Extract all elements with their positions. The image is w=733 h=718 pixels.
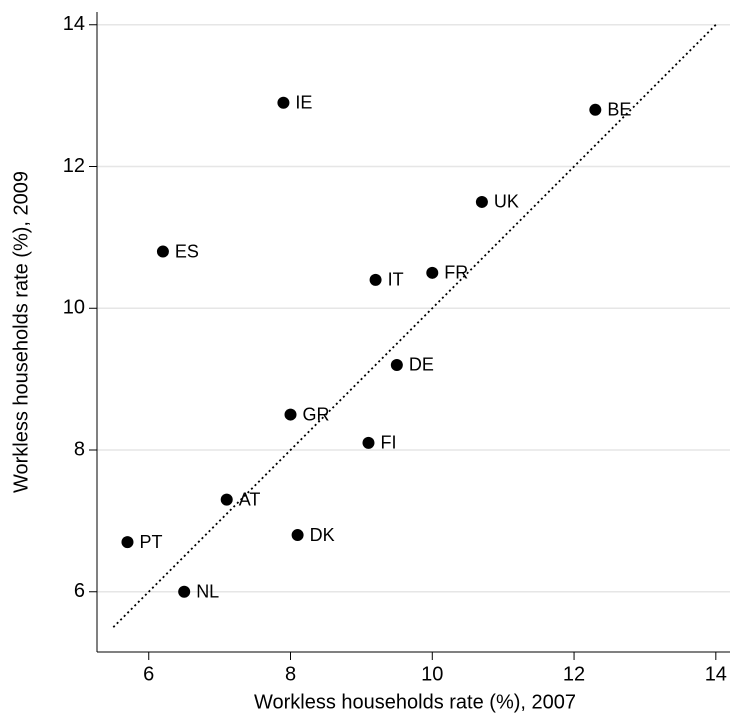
x-tick-label: 14 — [705, 663, 727, 685]
point — [362, 436, 375, 449]
point — [220, 493, 233, 506]
point-label: IT — [388, 270, 404, 290]
x-tick-label: 8 — [285, 663, 296, 685]
reference-line — [112, 24, 717, 628]
point-label: BE — [607, 100, 631, 120]
y-tick-label: 12 — [63, 155, 85, 177]
point — [291, 529, 304, 542]
point-label: ES — [175, 241, 199, 261]
x-tick-label: 6 — [143, 663, 154, 685]
point — [284, 408, 297, 421]
point — [156, 245, 169, 258]
point — [121, 536, 134, 549]
point-label: GR — [303, 404, 330, 424]
y-tick-label: 8 — [74, 438, 85, 460]
x-tick-label: 10 — [421, 663, 443, 685]
point-label: FI — [380, 433, 396, 453]
point — [589, 103, 602, 116]
y-tick-label: 6 — [74, 580, 85, 602]
y-tick-label: 10 — [63, 297, 85, 319]
point — [390, 358, 403, 371]
point — [475, 195, 488, 208]
y-axis-title: Workless households rate (%), 2009 — [10, 171, 32, 493]
point-label: AT — [239, 489, 261, 509]
point-label: IE — [295, 92, 312, 112]
point-label: DE — [409, 355, 434, 375]
point-label: NL — [196, 582, 219, 602]
point-label: DK — [310, 525, 335, 545]
point-label: FR — [444, 263, 468, 283]
point — [178, 585, 191, 598]
point — [369, 273, 382, 286]
point — [426, 266, 439, 279]
x-axis-title: Workless households rate (%), 2007 — [254, 691, 576, 713]
point-label: UK — [494, 192, 519, 212]
y-tick-label: 14 — [63, 13, 85, 35]
point — [277, 96, 290, 109]
point-label: PT — [139, 532, 162, 552]
x-tick-label: 12 — [563, 663, 585, 685]
